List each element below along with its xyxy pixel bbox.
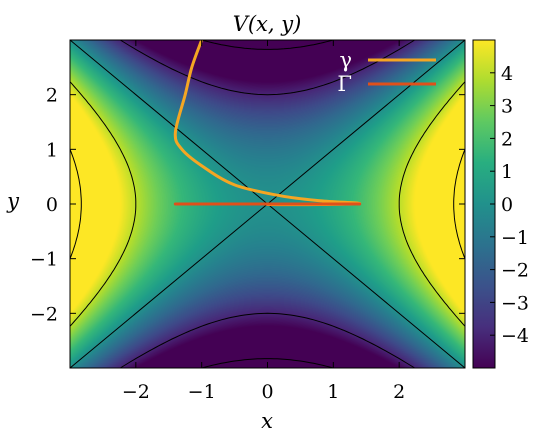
contour-line [70,147,82,261]
y-tick-label: −1 [30,249,58,271]
x-tick-label: 1 [327,381,339,403]
colorbar-tick-label: 1 [501,161,513,183]
x-axis: −2 −1 0 1 2 [122,40,405,403]
y-tick-label: 0 [46,194,58,216]
colorbar-tick-label: −2 [501,260,529,282]
colorbar-tick-label: 0 [501,194,513,216]
colorbar-tick-label: −1 [501,227,529,249]
contour-line [453,147,465,261]
colorbar-axis: −4 −3 −2 −1 0 1 2 3 4 [490,63,529,347]
colorbar-tick-label: 3 [501,96,513,118]
chart-title: V(x, y) [233,12,302,36]
contour-line [199,40,336,50]
y-axis-title: y [6,189,20,213]
contour-line [70,81,137,327]
x-tick-label: −1 [188,381,216,403]
y-tick-label: −2 [30,303,58,325]
y-tick-label: 2 [46,85,58,107]
contour-line [398,81,465,327]
contour-line [199,358,336,368]
trajectory-curves [173,40,362,207]
contour-line [119,40,416,96]
y-tick-label: 1 [46,139,58,161]
colorbar-tick-label: −3 [501,292,529,314]
legend: γΓ [337,48,436,96]
colorbar-tick-label: 4 [501,63,513,85]
contour-line [119,312,416,368]
legend-label: Γ [337,72,352,96]
x-tick-label: 0 [261,381,273,403]
legend-label: γ [339,48,352,72]
x-axis-title: x [261,409,273,433]
colorbar-tick-label: −4 [501,325,529,347]
x-tick-label: 2 [393,381,405,403]
colorbar-tick-label: 2 [501,128,513,150]
x-tick-label: −2 [122,381,150,403]
y-axis: −2 −1 0 1 2 [30,85,465,325]
